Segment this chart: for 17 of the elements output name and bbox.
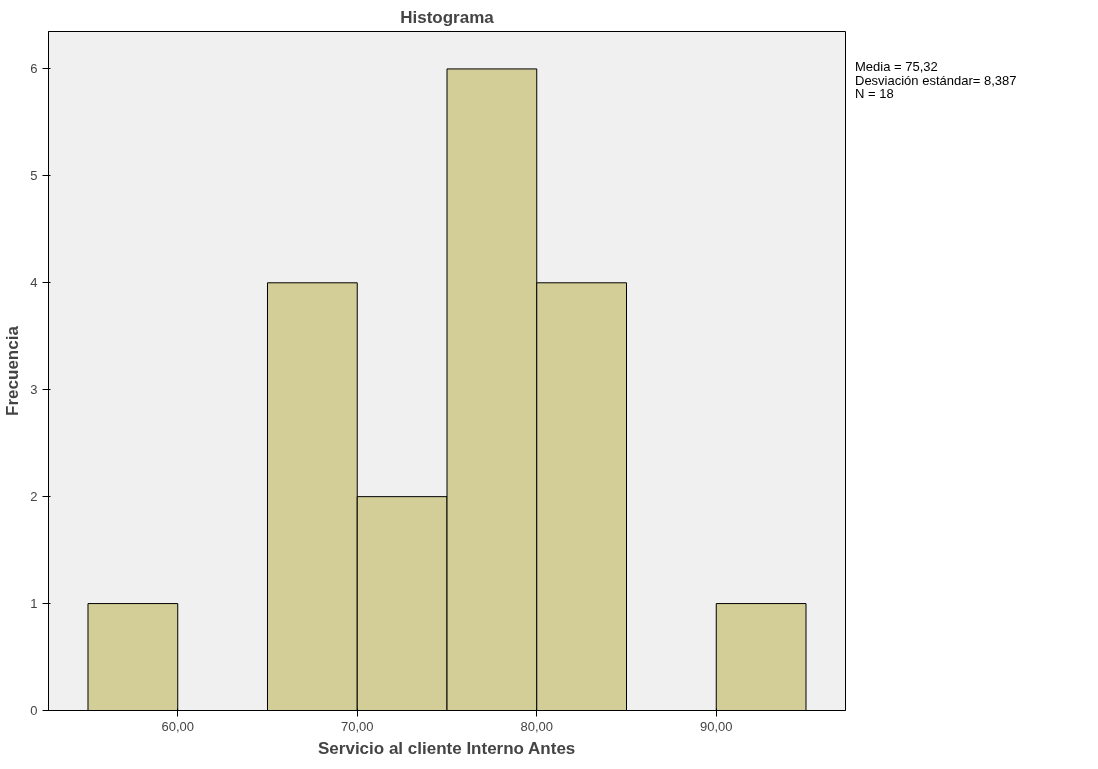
x-axis-title: Servicio al cliente Interno Antes [318,738,576,758]
x-tick-label: 90,00 [699,718,733,734]
y-tick-label: 0 [30,703,38,718]
y-tick-label: 2 [30,489,38,505]
y-tick-label: 1 [30,596,38,612]
x-tick-label: 70,00 [340,718,374,734]
chart-title: Histograma [400,7,495,27]
y-tick-label: 5 [30,168,38,184]
text: N = 18 [855,86,894,102]
x-tick-label: 80,00 [520,718,554,734]
x-tick-label: 60,00 [161,718,195,734]
y-axis-title: Frecuencia [3,325,23,416]
text: Desviación estándar= 8,387 [855,72,1017,88]
y-tick-label: 3 [30,382,38,398]
text: Media = 75,32 [855,59,938,74]
y-tick-label: 6 [30,61,38,77]
y-tick-label: 4 [30,275,38,291]
